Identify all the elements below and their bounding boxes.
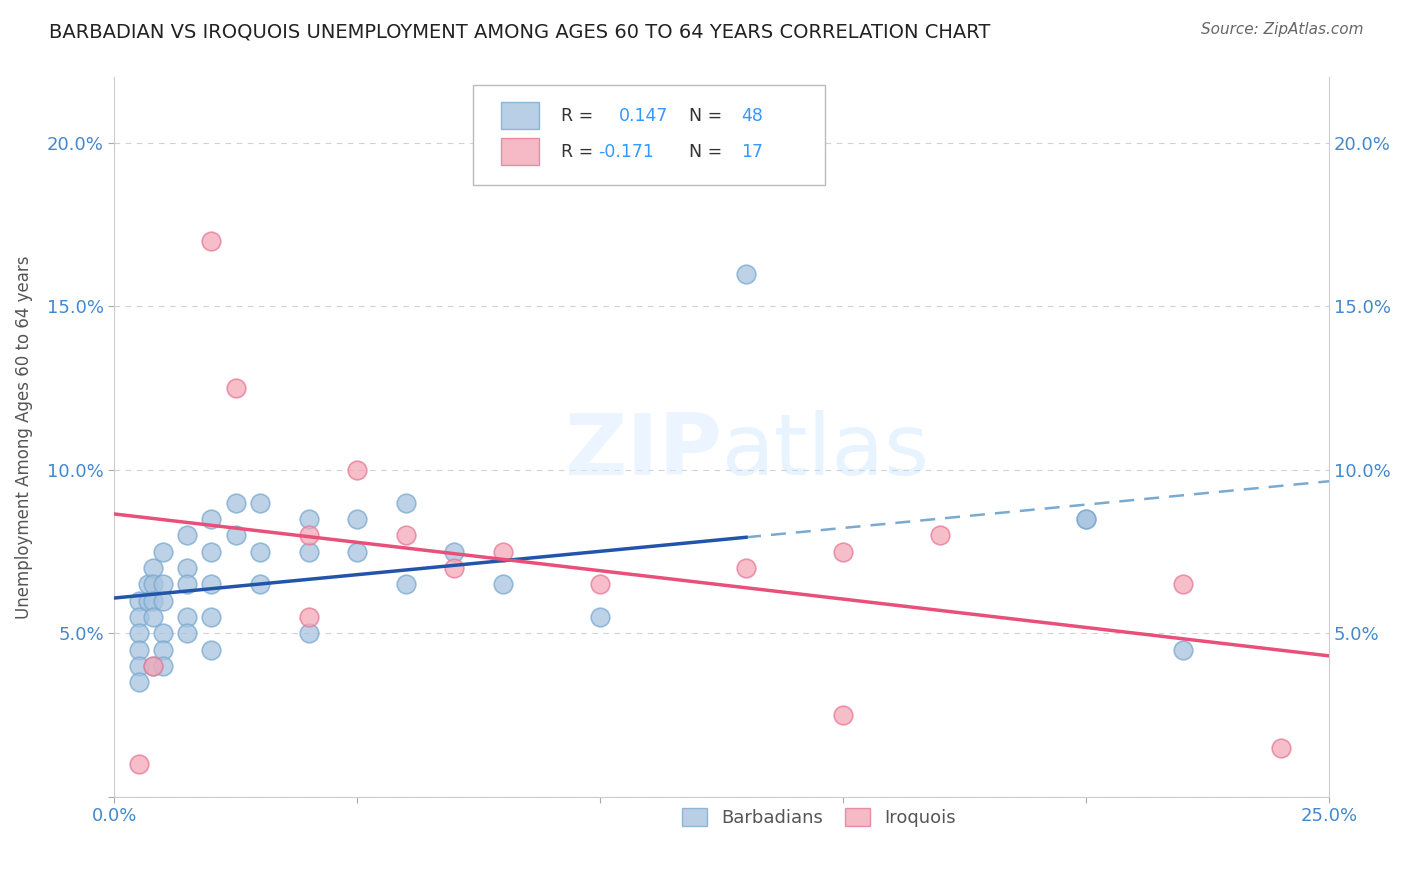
Text: 0.147: 0.147: [619, 106, 668, 125]
Point: [225, 381, 247, 395]
Point: [176, 561, 198, 575]
Point: [589, 610, 612, 624]
Point: [128, 675, 150, 690]
Point: [735, 561, 758, 575]
Point: [346, 512, 368, 526]
Point: [249, 544, 271, 558]
Point: [152, 577, 174, 591]
Point: [128, 659, 150, 673]
Text: Source: ZipAtlas.com: Source: ZipAtlas.com: [1201, 22, 1364, 37]
Point: [142, 577, 165, 591]
Point: [832, 544, 855, 558]
Point: [176, 577, 198, 591]
Bar: [501, 138, 540, 165]
Point: [200, 512, 222, 526]
Point: [152, 593, 174, 607]
Point: [492, 577, 515, 591]
Point: [249, 577, 271, 591]
Y-axis label: Unemployment Among Ages 60 to 64 years: Unemployment Among Ages 60 to 64 years: [15, 255, 32, 619]
Point: [200, 610, 222, 624]
Point: [200, 544, 222, 558]
Point: [142, 593, 165, 607]
Point: [298, 512, 321, 526]
Point: [136, 593, 159, 607]
Point: [128, 610, 150, 624]
Text: atlas: atlas: [721, 410, 929, 493]
Point: [298, 544, 321, 558]
Point: [200, 642, 222, 657]
Point: [589, 577, 612, 591]
Point: [152, 659, 174, 673]
Point: [929, 528, 952, 542]
Point: [142, 610, 165, 624]
Point: [249, 495, 271, 509]
Text: R =: R =: [561, 143, 599, 161]
Point: [142, 659, 165, 673]
Point: [152, 626, 174, 640]
Point: [346, 544, 368, 558]
Point: [298, 528, 321, 542]
Text: ZIP: ZIP: [564, 410, 721, 493]
Point: [1076, 512, 1098, 526]
Text: R =: R =: [561, 106, 599, 125]
Point: [200, 577, 222, 591]
Point: [1173, 642, 1195, 657]
Point: [1076, 512, 1098, 526]
Point: [176, 610, 198, 624]
Point: [142, 659, 165, 673]
Point: [200, 234, 222, 248]
Point: [832, 708, 855, 723]
Point: [395, 577, 418, 591]
Point: [395, 528, 418, 542]
Text: 17: 17: [741, 143, 763, 161]
Legend: Barbadians, Iroquois: Barbadians, Iroquois: [675, 801, 963, 835]
Text: 48: 48: [741, 106, 763, 125]
Text: -0.171: -0.171: [598, 143, 654, 161]
Point: [152, 544, 174, 558]
Point: [128, 593, 150, 607]
Point: [225, 528, 247, 542]
Point: [298, 610, 321, 624]
Point: [176, 626, 198, 640]
Point: [298, 626, 321, 640]
Text: N =: N =: [689, 143, 728, 161]
Point: [735, 267, 758, 281]
Text: N =: N =: [689, 106, 728, 125]
FancyBboxPatch shape: [472, 85, 825, 186]
Point: [443, 544, 465, 558]
Point: [492, 544, 515, 558]
Text: BARBADIAN VS IROQUOIS UNEMPLOYMENT AMONG AGES 60 TO 64 YEARS CORRELATION CHART: BARBADIAN VS IROQUOIS UNEMPLOYMENT AMONG…: [49, 22, 991, 41]
Point: [443, 561, 465, 575]
Point: [225, 495, 247, 509]
Point: [395, 495, 418, 509]
Point: [1270, 740, 1292, 755]
Point: [142, 561, 165, 575]
Point: [176, 528, 198, 542]
Bar: [501, 102, 540, 129]
Point: [152, 642, 174, 657]
Point: [136, 577, 159, 591]
Point: [128, 642, 150, 657]
Point: [346, 463, 368, 477]
Point: [128, 626, 150, 640]
Point: [1173, 577, 1195, 591]
Point: [128, 757, 150, 772]
